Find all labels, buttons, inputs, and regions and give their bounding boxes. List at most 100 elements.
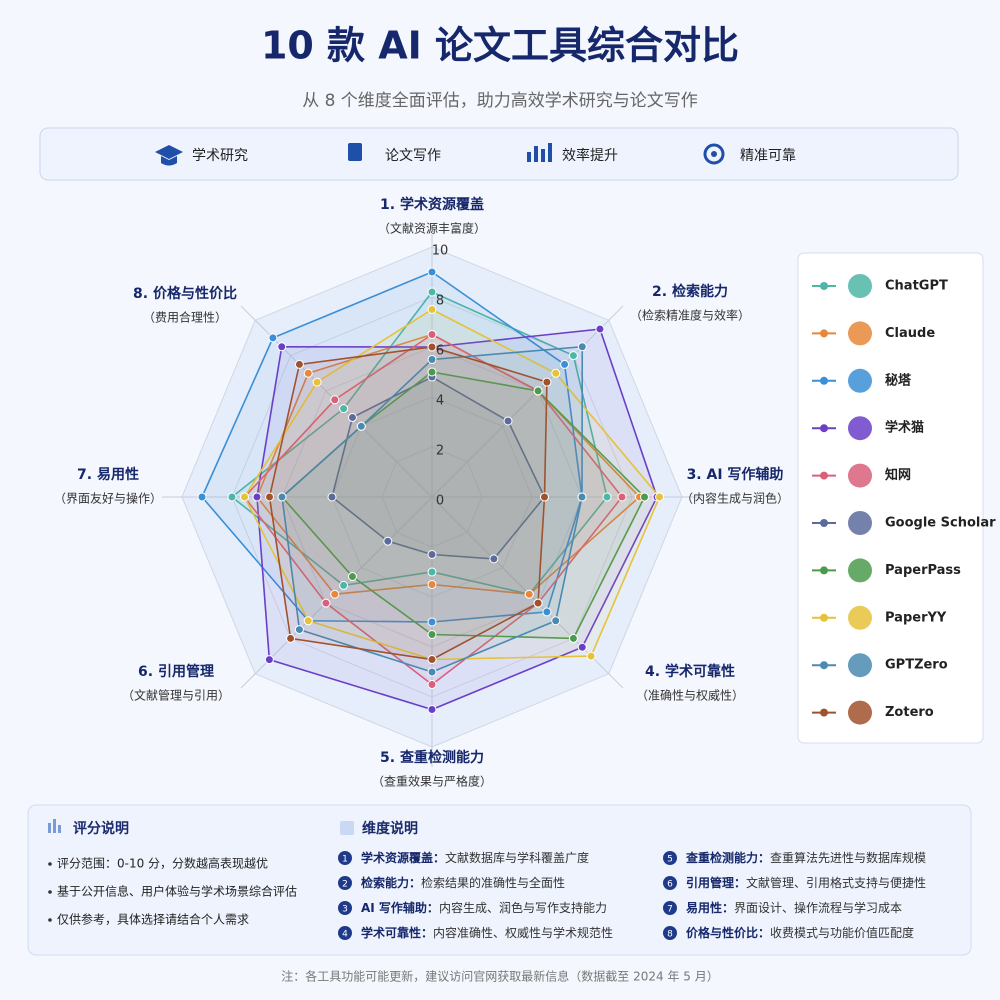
dimension-name: AI 写作辅助： bbox=[361, 900, 439, 915]
legend-dot bbox=[820, 661, 828, 670]
data-point bbox=[560, 359, 570, 369]
axis-note: （准确性与权威性） bbox=[636, 689, 744, 703]
data-point bbox=[427, 367, 437, 377]
dimension-name: 查重检测能力： bbox=[685, 850, 770, 865]
data-point bbox=[339, 580, 349, 590]
dimension-item: 查重检测能力：查重算法先进性与数据库规模 bbox=[685, 850, 926, 865]
feature-label: 论文写作 bbox=[385, 148, 441, 164]
dimension-item: 易用性：界面设计、操作流程与学习成本 bbox=[686, 900, 902, 915]
dimension-name: 价格与性价比： bbox=[686, 925, 770, 940]
data-point bbox=[347, 412, 357, 422]
icon-doc bbox=[348, 143, 362, 161]
axis-label: 1. 学术资源覆盖 bbox=[380, 196, 484, 213]
spoke bbox=[431, 305, 624, 498]
feature-icons bbox=[155, 143, 725, 166]
data-point bbox=[533, 598, 543, 608]
legend-label: 学术猫 bbox=[885, 420, 924, 436]
data-point bbox=[542, 607, 552, 617]
legend-dot bbox=[820, 329, 828, 338]
dimension-item: 检索能力：检索结果的准确性与全面性 bbox=[361, 875, 565, 890]
legend-icon bbox=[848, 700, 872, 725]
legend-icon bbox=[848, 416, 872, 441]
data-point bbox=[264, 655, 274, 665]
data-point bbox=[383, 536, 393, 546]
index-number: 8 bbox=[667, 930, 673, 940]
icon-target bbox=[703, 143, 725, 165]
feature-label: 精准可靠 bbox=[740, 148, 796, 164]
data-point bbox=[427, 567, 437, 577]
legend-icon bbox=[848, 274, 872, 298]
dimension-item: 学术资源覆盖：文献数据库与学科覆盖广度 bbox=[361, 850, 589, 865]
legend-dot bbox=[820, 566, 828, 575]
index-badge bbox=[338, 851, 352, 865]
legend-label: GPTZero bbox=[885, 658, 948, 673]
r-tick-label: 10 bbox=[432, 244, 449, 259]
axis-label: 2. 检索能力 bbox=[652, 283, 728, 300]
bullet bbox=[48, 890, 52, 894]
dimension-item: 价格与性价比：收费模式与功能价值匹配度 bbox=[686, 925, 914, 940]
data-point bbox=[655, 492, 664, 502]
data-point bbox=[533, 386, 543, 396]
data-point bbox=[540, 492, 549, 502]
data-point bbox=[240, 492, 249, 502]
legend-label: 知网 bbox=[885, 467, 911, 483]
legend-icon bbox=[848, 368, 872, 393]
title: 10 款 AI 论文工具综合对比 bbox=[261, 24, 739, 68]
footnote: 注：各工具功能可能更新，建议访问官网获取最新信息（数据截至 2024 年 5 月… bbox=[281, 969, 718, 984]
legend-icon bbox=[848, 463, 872, 488]
icon-bar bbox=[527, 152, 531, 162]
data-point bbox=[356, 421, 366, 431]
legend-icon bbox=[848, 653, 872, 678]
r-tick-label: 2 bbox=[436, 444, 444, 459]
data-point bbox=[427, 287, 437, 297]
dimension-item: 学术可靠性：内容准确性、权威性与学术规范性 bbox=[361, 925, 613, 940]
dimension-desc: 文献数据库与学科覆盖广度 bbox=[445, 850, 589, 865]
data-point bbox=[277, 342, 287, 352]
dimension-desc: 内容生成、润色与写作支持能力 bbox=[439, 900, 607, 915]
r-tick-label: 0 bbox=[436, 494, 444, 509]
data-point bbox=[347, 572, 357, 582]
axis-label: 4. 学术可靠性 bbox=[645, 663, 735, 680]
info-box bbox=[27, 804, 972, 956]
dimension-desc: 文献管理、引用格式支持与便捷性 bbox=[746, 875, 926, 890]
index-number: 5 bbox=[667, 855, 673, 865]
data-point bbox=[277, 492, 287, 502]
index-badge bbox=[663, 901, 677, 915]
bullet bbox=[48, 918, 52, 922]
data-point bbox=[327, 492, 337, 502]
dimension-item: AI 写作辅助：内容生成、润色与写作支持能力 bbox=[361, 900, 607, 915]
data-point bbox=[303, 368, 313, 378]
index-badge bbox=[338, 876, 352, 890]
dimension-desc: 界面设计、操作流程与学习成本 bbox=[734, 900, 902, 915]
data-point bbox=[427, 342, 437, 352]
data-point bbox=[427, 630, 437, 639]
data-point bbox=[427, 680, 437, 689]
scoring-item: 评分范围：0-10 分，分数越高表现越优 bbox=[57, 856, 268, 871]
data-point bbox=[339, 404, 349, 414]
index-badge bbox=[663, 851, 677, 865]
axis-note: （文献管理与引用） bbox=[122, 688, 230, 703]
icon-target-dot bbox=[711, 151, 717, 157]
r-tick-label: 4 bbox=[436, 394, 444, 409]
icon-bar bbox=[534, 146, 538, 162]
data-point bbox=[542, 377, 552, 387]
data-point bbox=[427, 655, 437, 664]
legend-dot bbox=[820, 471, 828, 480]
data-point bbox=[586, 651, 596, 661]
icon bbox=[340, 821, 354, 835]
scoring-title: 评分说明 bbox=[73, 820, 129, 837]
r-tick-label: 8 bbox=[436, 294, 444, 309]
data-point bbox=[321, 598, 331, 608]
data-point bbox=[330, 395, 340, 405]
data-point bbox=[577, 492, 587, 502]
legend-dot bbox=[820, 424, 828, 433]
data-point bbox=[524, 589, 534, 599]
data-point bbox=[577, 342, 587, 352]
index-number: 7 bbox=[667, 905, 673, 915]
data-point bbox=[286, 633, 296, 643]
data-point bbox=[294, 625, 304, 635]
index-number: 4 bbox=[342, 930, 348, 940]
data-point bbox=[551, 616, 561, 626]
axis-label: 3. AI 写作辅助 bbox=[687, 466, 784, 483]
